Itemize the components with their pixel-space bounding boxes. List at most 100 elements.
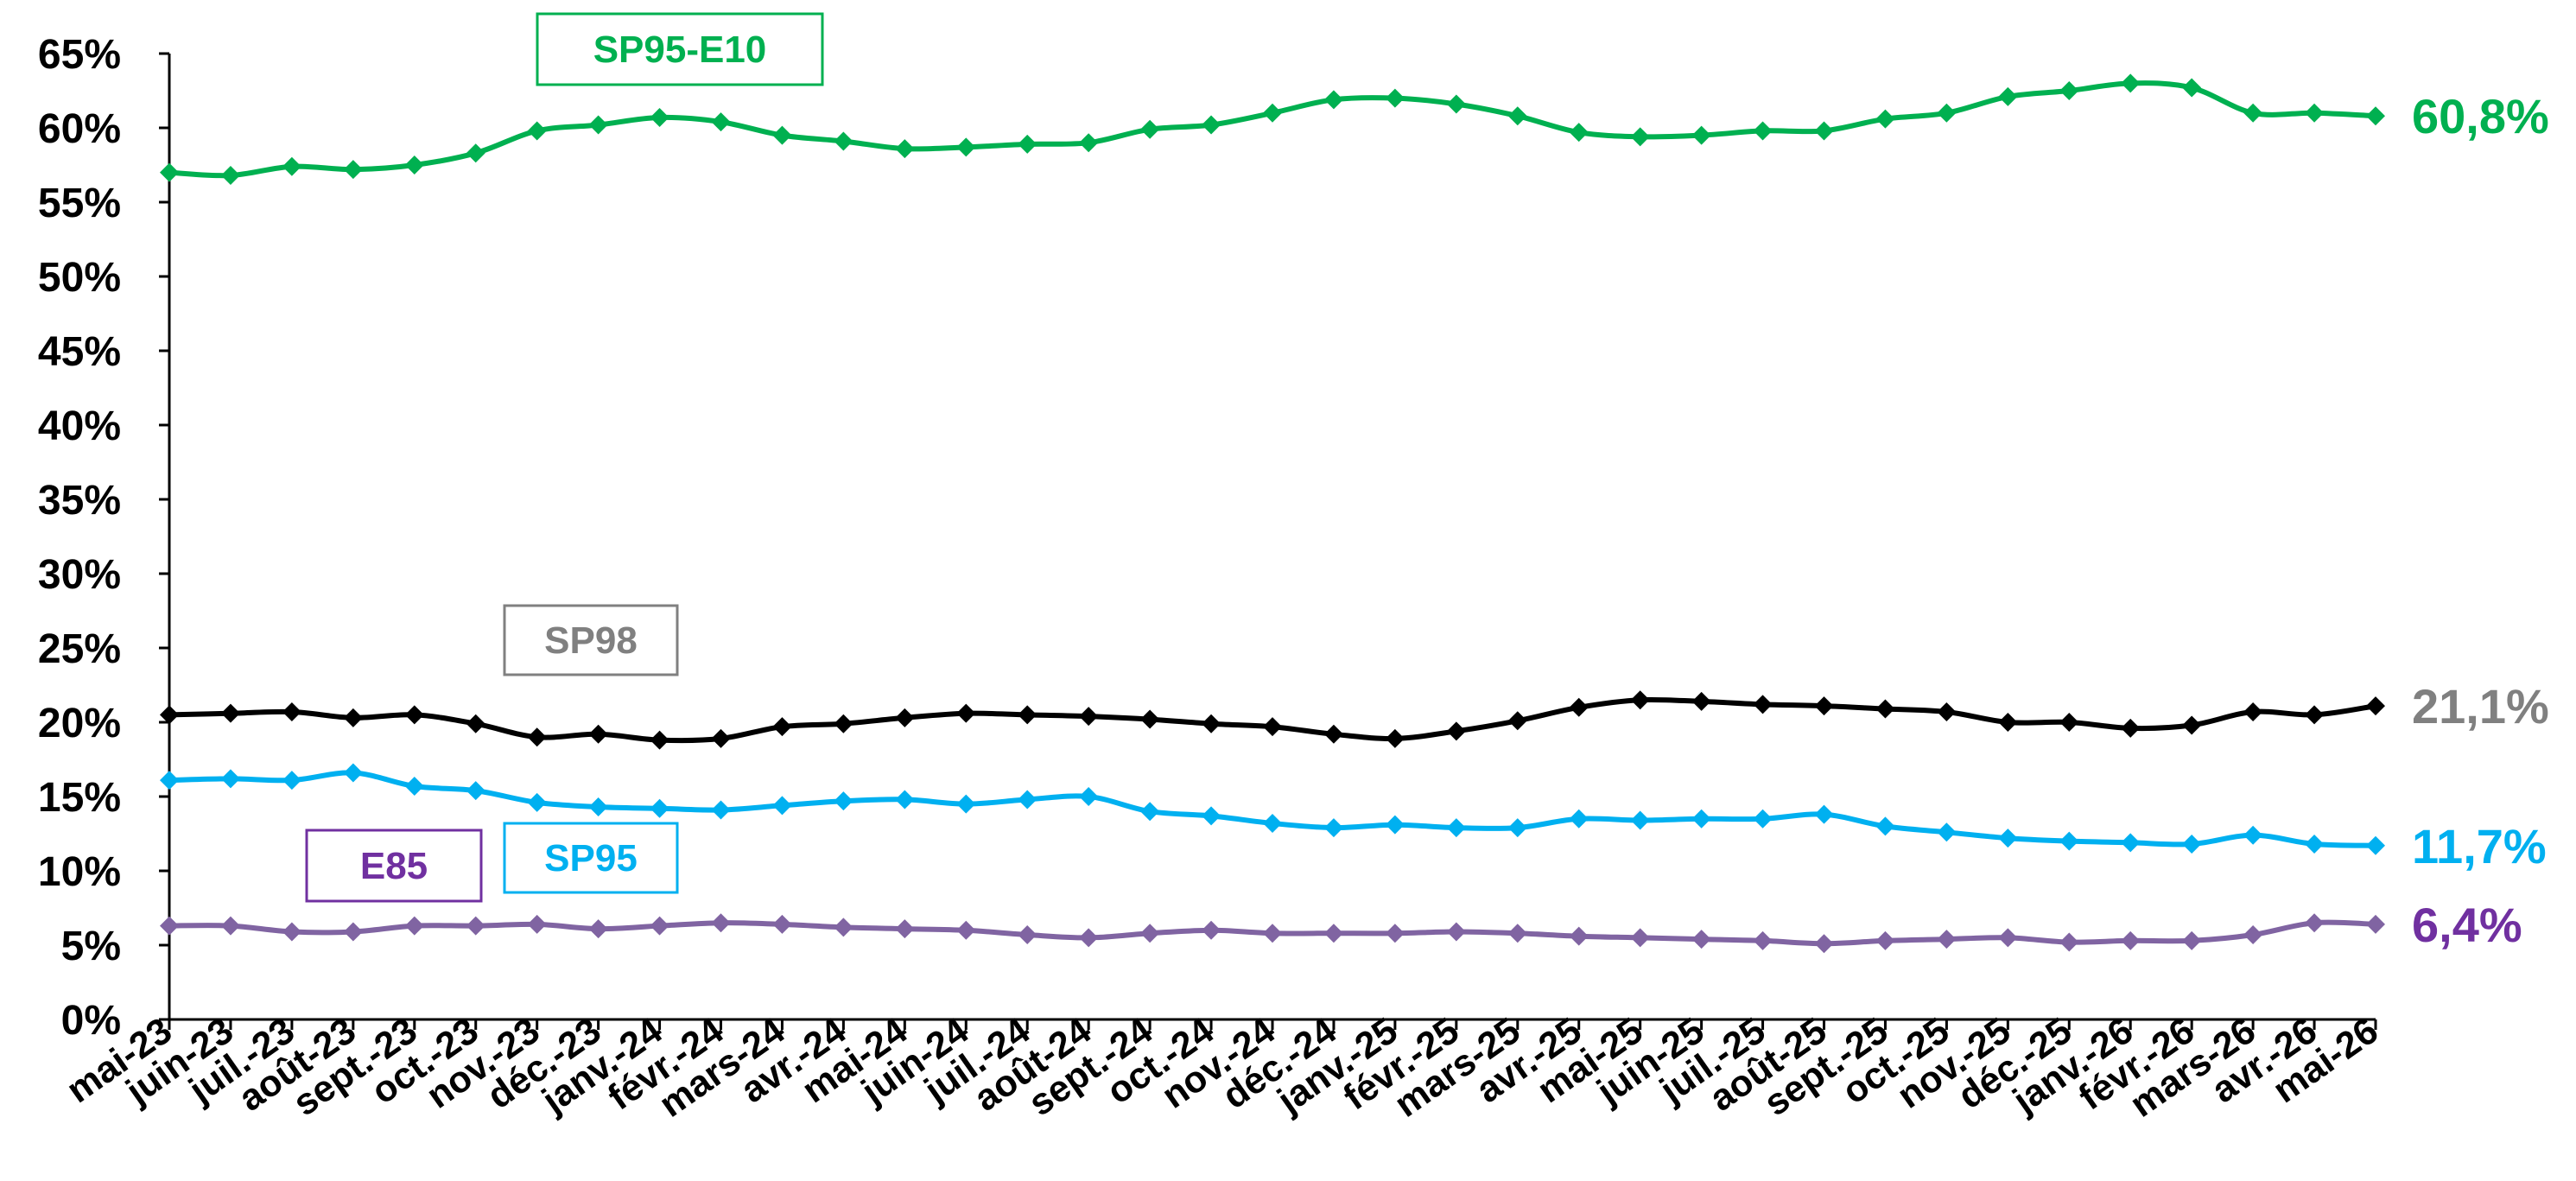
y-tick-label: 0% bbox=[61, 998, 121, 1044]
data-point bbox=[1753, 121, 1773, 141]
data-point bbox=[1446, 818, 1466, 838]
legend-frame bbox=[536, 12, 824, 86]
data-point bbox=[1018, 134, 1037, 154]
legend-label: E85 bbox=[360, 845, 428, 887]
data-point bbox=[2305, 913, 2325, 933]
data-point bbox=[343, 708, 363, 727]
data-point bbox=[404, 776, 424, 796]
data-point bbox=[1263, 924, 1282, 943]
data-point bbox=[2366, 835, 2385, 855]
end-label-sp95: 11,7% bbox=[2412, 819, 2547, 873]
data-point bbox=[2305, 103, 2325, 123]
data-point bbox=[1140, 802, 1160, 822]
data-point bbox=[1875, 699, 1895, 719]
data-point bbox=[1079, 928, 1099, 948]
data-point bbox=[588, 919, 608, 939]
data-point bbox=[527, 727, 547, 747]
data-point bbox=[1630, 690, 1650, 710]
data-point bbox=[956, 703, 976, 723]
data-point bbox=[1507, 711, 1527, 731]
data-point bbox=[1507, 106, 1527, 126]
y-axis-ticks: 0% 5% 10% 15% 20% 25% 30% 35% 40% 45% 50% 55% 60% 65% bbox=[38, 32, 169, 1044]
data-point bbox=[2305, 835, 2325, 854]
data-point bbox=[2366, 106, 2385, 126]
data-point bbox=[527, 121, 547, 141]
data-point bbox=[1937, 930, 1957, 949]
data-point bbox=[282, 771, 301, 791]
data-point bbox=[466, 916, 485, 936]
data-point bbox=[834, 791, 853, 811]
data-point bbox=[1998, 86, 2018, 106]
y-tick-label: 30% bbox=[38, 552, 121, 598]
data-point bbox=[1814, 121, 1834, 141]
data-point bbox=[1998, 829, 2018, 848]
data-point bbox=[956, 794, 976, 814]
legend-frame bbox=[305, 829, 483, 903]
chart-axes bbox=[168, 54, 2376, 1021]
data-point bbox=[1018, 924, 1037, 944]
y-tick-label: 55% bbox=[38, 181, 121, 226]
series-sp98 bbox=[160, 690, 2385, 750]
data-point bbox=[588, 115, 608, 135]
data-point bbox=[1753, 809, 1773, 829]
data-point bbox=[711, 800, 731, 820]
data-point bbox=[1875, 930, 1895, 950]
data-point bbox=[1385, 88, 1405, 108]
data-point bbox=[2182, 835, 2202, 854]
y-tick-label: 20% bbox=[38, 701, 121, 746]
x-axis-ticks: mai-23juin-23juil.-23août-23sept.-23oct.… bbox=[60, 1010, 2386, 1126]
legend-frame bbox=[503, 604, 679, 676]
data-point bbox=[1140, 119, 1160, 139]
data-point bbox=[160, 916, 179, 936]
data-point bbox=[1202, 920, 1221, 940]
data-point bbox=[1079, 787, 1099, 806]
data-point bbox=[2121, 718, 2141, 738]
data-point bbox=[1998, 713, 2018, 732]
data-point bbox=[2059, 81, 2079, 100]
data-point bbox=[466, 143, 485, 163]
legend-label: SP95 bbox=[544, 837, 638, 879]
data-point bbox=[1263, 717, 1282, 737]
legend-box-sp95: SP95 bbox=[503, 822, 679, 894]
data-point bbox=[895, 790, 915, 810]
data-point bbox=[1507, 924, 1527, 943]
data-point bbox=[772, 796, 792, 816]
data-point bbox=[772, 914, 792, 934]
legend-frame bbox=[503, 822, 679, 894]
end-label-sp95-e10: 60,8% bbox=[2412, 89, 2549, 143]
y-tick-label: 15% bbox=[38, 775, 121, 821]
data-point bbox=[2182, 930, 2202, 950]
data-point bbox=[1263, 103, 1282, 123]
data-point bbox=[1323, 724, 1343, 744]
data-point bbox=[1202, 806, 1221, 826]
data-point bbox=[711, 728, 731, 748]
data-point bbox=[956, 137, 976, 157]
legend-label: SP95-E10 bbox=[593, 29, 767, 71]
data-point bbox=[650, 730, 669, 750]
series-e85 bbox=[160, 913, 2385, 954]
data-point bbox=[1630, 928, 1650, 948]
data-point bbox=[1323, 818, 1343, 838]
data-point bbox=[2182, 78, 2202, 98]
data-point bbox=[527, 792, 547, 812]
data-point bbox=[834, 131, 853, 151]
data-point bbox=[1691, 930, 1711, 949]
data-point bbox=[1691, 691, 1711, 711]
data-point bbox=[1385, 728, 1405, 748]
data-point bbox=[466, 781, 485, 801]
data-point bbox=[1263, 813, 1282, 833]
data-point bbox=[1202, 714, 1221, 733]
data-point bbox=[650, 107, 669, 127]
data-point bbox=[343, 922, 363, 942]
data-point bbox=[1140, 924, 1160, 943]
series-sp95 bbox=[160, 763, 2385, 855]
data-point bbox=[2243, 103, 2263, 123]
data-point bbox=[282, 922, 301, 942]
data-point bbox=[160, 771, 179, 791]
data-point bbox=[282, 156, 301, 176]
data-point bbox=[956, 920, 976, 940]
data-point bbox=[834, 917, 853, 937]
end-label-e85: 6,4% bbox=[2412, 898, 2522, 952]
data-point bbox=[2366, 914, 2385, 934]
